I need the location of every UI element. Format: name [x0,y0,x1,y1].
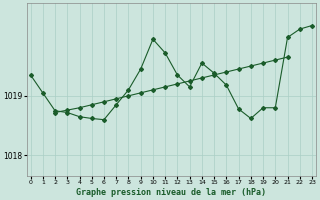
X-axis label: Graphe pression niveau de la mer (hPa): Graphe pression niveau de la mer (hPa) [76,188,266,197]
